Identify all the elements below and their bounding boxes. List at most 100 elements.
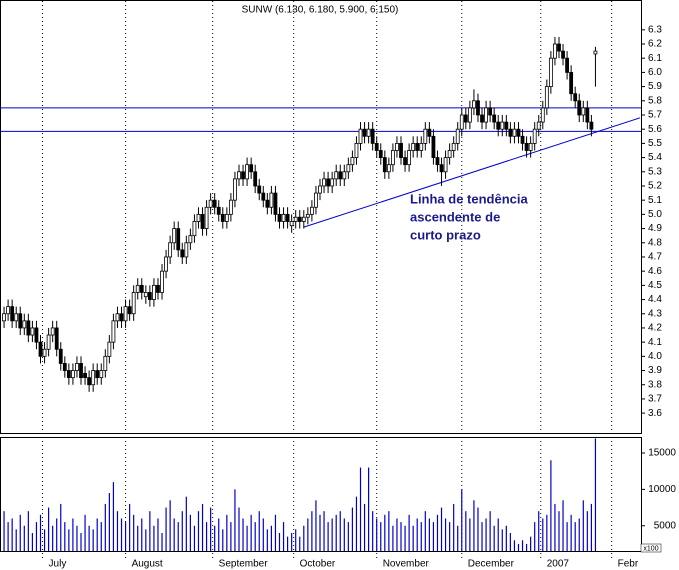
x-tick-label: December: [468, 559, 515, 570]
y-tick-label: 4.2: [648, 323, 662, 334]
candle-body: [176, 228, 181, 251]
candle-body: [382, 157, 387, 173]
candle-body: [492, 114, 497, 123]
candle-body: [427, 128, 432, 137]
candle-body: [305, 213, 310, 218]
candle-body: [472, 100, 476, 109]
candle-body: [127, 306, 132, 315]
price-panel: [0, 0, 642, 434]
x-tick-label: Febr: [618, 559, 639, 570]
candle-body: [139, 284, 144, 293]
y-tick-label: 4.3: [648, 308, 662, 319]
candle-body: [62, 363, 67, 371]
candle-body: [577, 100, 582, 116]
candle-body: [216, 206, 221, 215]
y-tick-label: 5.3: [648, 166, 662, 177]
candle-body: [168, 242, 173, 258]
y2-unit: x100: [643, 545, 658, 552]
candle-body: [26, 320, 31, 336]
candle-body: [476, 100, 480, 116]
candle-body: [22, 320, 27, 329]
candle-body: [512, 128, 517, 137]
candle-body: [83, 372, 87, 379]
candle-body: [208, 199, 213, 208]
candle-body: [500, 121, 505, 130]
y-tick-label: 5.5: [648, 138, 662, 149]
y-tick-label: 6.3: [648, 24, 662, 35]
candle-body: [403, 157, 407, 166]
y-tick-label: 6.2: [648, 39, 662, 50]
candle-body: [2, 313, 6, 322]
trend-line: [303, 117, 641, 228]
y-tick-label: 5.2: [648, 181, 662, 192]
candle-body: [508, 128, 513, 137]
candle-body: [423, 128, 428, 144]
y-tick-label: 4.9: [648, 223, 662, 234]
candle-body: [569, 72, 574, 95]
candle-body: [241, 171, 245, 180]
candle-body: [18, 313, 23, 329]
candle-body: [443, 157, 448, 173]
candle-body: [520, 135, 525, 144]
candle-body: [253, 171, 258, 187]
candle-body: [111, 320, 116, 343]
candle-body: [75, 363, 79, 371]
candle-body: [386, 164, 391, 173]
volume-panel: [0, 437, 642, 552]
candle-body: [581, 107, 586, 116]
candle-body: [273, 192, 278, 215]
candle-body: [257, 185, 262, 194]
candle-body: [451, 142, 456, 151]
candle-body: [46, 334, 51, 350]
candle-body: [488, 107, 493, 116]
y-tick-label: 4.4: [648, 294, 662, 305]
y-tick-label: 5.7: [648, 110, 662, 121]
candle-body: [314, 192, 318, 208]
candle-body: [38, 341, 43, 357]
candle-body: [540, 107, 545, 123]
candle-body: [66, 370, 71, 379]
candle-body: [431, 135, 436, 158]
candle-body: [435, 157, 440, 166]
y-tick-label: 6.1: [648, 53, 662, 64]
x-tick-label: October: [300, 559, 336, 570]
y-tick-label: 4.1: [648, 337, 662, 348]
candle-body: [544, 86, 549, 109]
x-tick-label: September: [219, 559, 269, 570]
y-tick-label: 3.8: [648, 379, 662, 390]
x-tick-label: November: [383, 559, 430, 570]
y2-tick-label: 15000: [648, 448, 676, 459]
candle-body: [277, 213, 282, 222]
candle-body: [71, 370, 75, 379]
candle-body: [289, 221, 294, 227]
candle-body: [411, 142, 416, 151]
candle-body: [237, 171, 241, 180]
annotation: Linha de tendência: [410, 191, 529, 206]
candle-body: [447, 150, 452, 158]
y-tick-label: 4.6: [648, 266, 662, 277]
candle-body: [249, 164, 254, 173]
candle-body: [200, 213, 205, 229]
candle-body: [455, 128, 460, 144]
candle-body: [50, 327, 55, 336]
candle-body: [87, 377, 92, 386]
candle-body: [212, 199, 217, 208]
candle-body: [261, 192, 266, 201]
candle-body: [172, 228, 177, 244]
candle-body: [285, 213, 290, 222]
candle-body: [233, 178, 237, 201]
candle-body: [34, 327, 39, 343]
x-tick-label: August: [132, 559, 163, 570]
candle-body: [322, 178, 326, 187]
candle-body: [354, 142, 359, 158]
candle-body: [346, 164, 351, 173]
y-tick-label: 5.6: [648, 124, 662, 135]
y-tick-label: 4.0: [648, 351, 662, 362]
candle-body: [95, 370, 100, 379]
candle-body: [593, 50, 598, 55]
candle-body: [180, 249, 185, 258]
candle-body: [395, 142, 399, 151]
candle-body: [245, 164, 249, 180]
y2-tick-label: 5000: [654, 520, 677, 531]
y-tick-label: 5.8: [648, 95, 662, 106]
